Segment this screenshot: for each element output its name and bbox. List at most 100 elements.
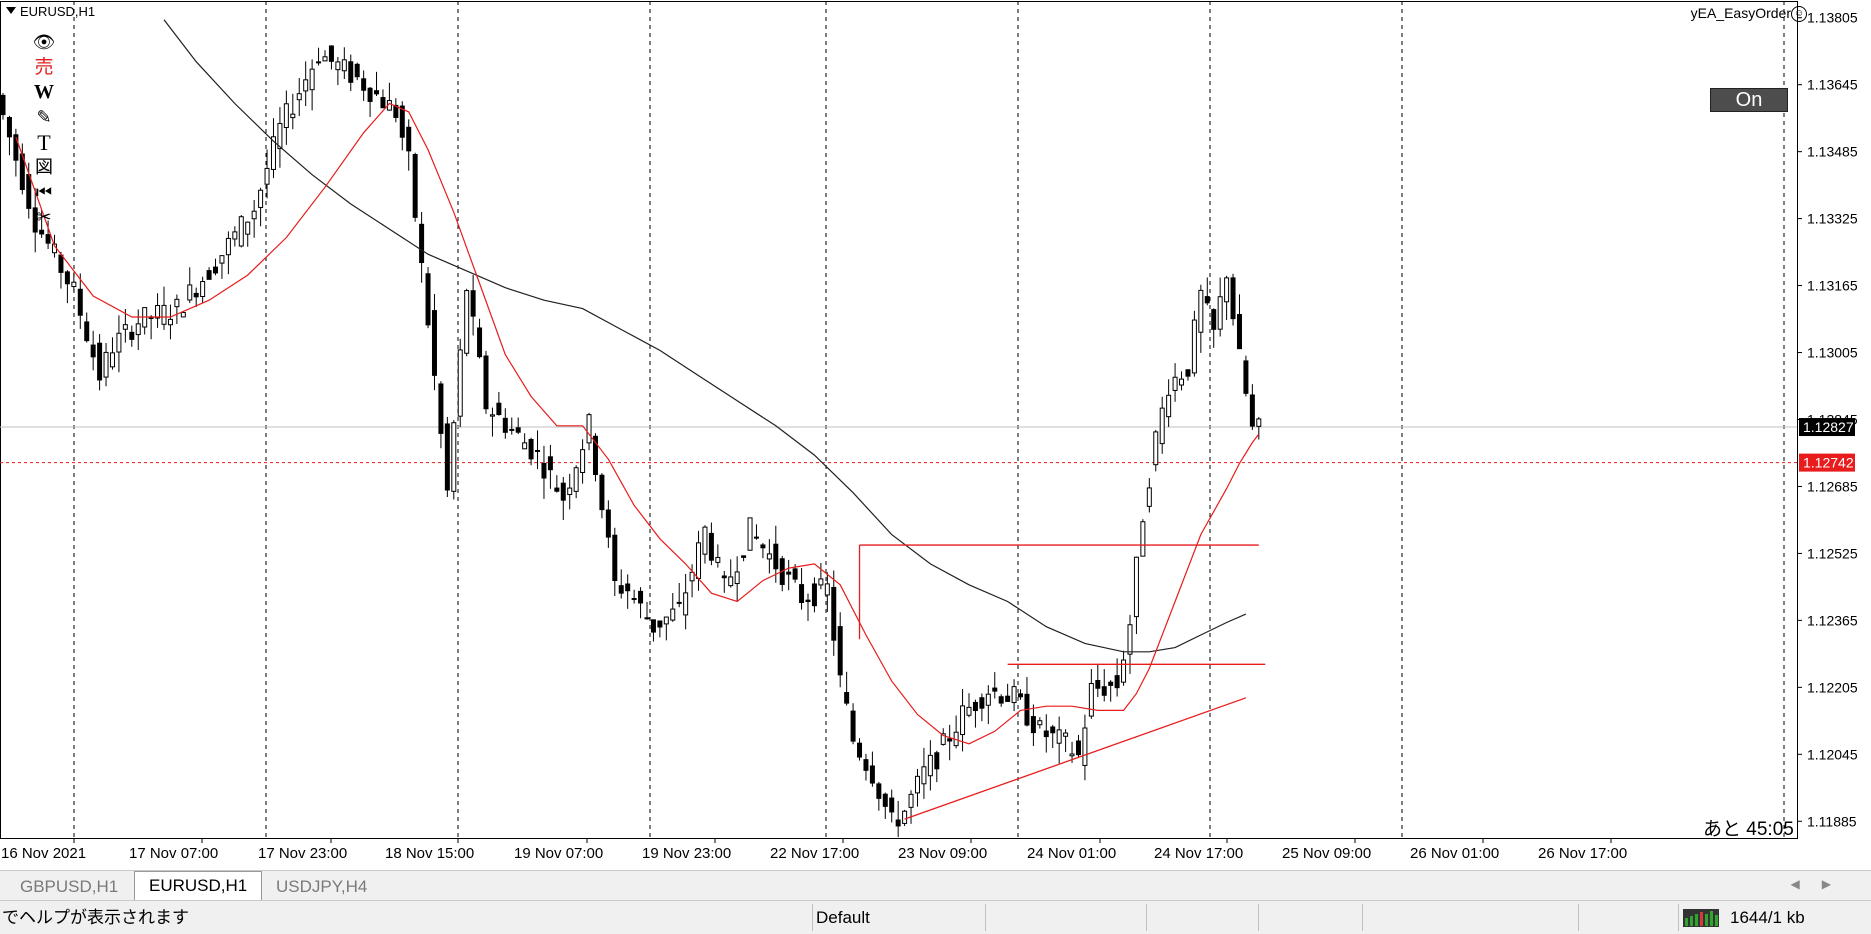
candle xyxy=(97,334,103,391)
candle xyxy=(947,724,953,761)
candle xyxy=(605,500,611,548)
candle xyxy=(77,273,83,329)
candle xyxy=(1243,355,1249,397)
candle xyxy=(374,71,380,97)
sell-icon[interactable]: 売 xyxy=(34,57,54,78)
x-tick-label: 16 Nov 2021 xyxy=(1,845,86,862)
candle xyxy=(406,119,412,171)
candle xyxy=(799,567,805,610)
candle xyxy=(303,61,309,107)
candle xyxy=(599,473,605,519)
candle xyxy=(290,93,296,130)
candle xyxy=(477,318,483,359)
candle xyxy=(219,255,225,279)
y-tick-label: 1.13645 xyxy=(1807,77,1858,93)
dropdown-triangle-icon[interactable] xyxy=(6,7,16,14)
chart-symbol-label: EURUSD,H1 xyxy=(20,4,96,19)
figure-icon[interactable]: 図 xyxy=(35,157,53,177)
scissors-icon[interactable]: ✂ xyxy=(36,207,52,227)
rewind-icon[interactable]: ⏮ xyxy=(35,182,53,202)
tab-gbpusd[interactable]: GBPUSD,H1 xyxy=(20,877,119,896)
connection-bars-icon[interactable] xyxy=(1683,909,1719,927)
y-tick-label: 1.13325 xyxy=(1807,211,1858,227)
candle xyxy=(676,582,682,608)
candle xyxy=(457,338,463,428)
chart-tabs: GBPUSD,H1 EURUSD,H1 USDJPY,H4 ◀▶ xyxy=(0,870,1871,901)
x-tick-label: 18 Nov 15:00 xyxy=(385,845,474,862)
candle xyxy=(1179,371,1185,391)
candle xyxy=(232,226,238,247)
eye-icon[interactable]: 👁 xyxy=(32,32,56,52)
candle xyxy=(998,694,1004,707)
candle xyxy=(135,309,141,351)
candle xyxy=(483,350,489,414)
y-tick-label: 1.12365 xyxy=(1807,612,1858,628)
candle xyxy=(773,525,779,583)
candle xyxy=(766,539,772,574)
candle xyxy=(837,612,843,688)
candle xyxy=(1140,519,1146,557)
candle xyxy=(496,391,502,416)
candle xyxy=(592,433,598,482)
w-icon[interactable]: W xyxy=(34,81,54,103)
candle xyxy=(1030,704,1036,747)
candle xyxy=(715,544,721,568)
candle xyxy=(6,115,12,156)
tab-scroll-arrows[interactable]: ◀▶ xyxy=(1790,877,1853,891)
candle xyxy=(341,47,347,80)
support-trendline[interactable] xyxy=(904,697,1247,820)
candlestick-chart[interactable]: 1.13805 1.13645 1.13485 1.13325 1.13165 1.130… xyxy=(0,0,1871,870)
candle xyxy=(612,527,618,596)
candle xyxy=(316,47,322,66)
candle xyxy=(90,330,96,371)
y-tick-label: 1.12525 xyxy=(1807,545,1858,561)
candle xyxy=(1224,275,1230,321)
candle xyxy=(1198,284,1204,353)
chart-window[interactable]: 1.13805 1.13645 1.13485 1.13325 1.13165 1.130… xyxy=(0,0,1871,870)
candle xyxy=(1082,714,1088,781)
candle xyxy=(741,555,747,562)
candle xyxy=(277,107,283,168)
candle xyxy=(309,59,315,111)
status-divider xyxy=(1146,904,1147,931)
x-tick-label: 23 Nov 09:00 xyxy=(898,845,987,862)
ea-on-button[interactable]: On xyxy=(1710,88,1788,112)
status-divider xyxy=(1578,904,1579,931)
x-tick-label: 19 Nov 07:00 xyxy=(514,845,603,862)
status-divider xyxy=(1258,904,1259,931)
plot-frame xyxy=(0,1,1798,839)
candle xyxy=(206,267,212,280)
pencil-icon[interactable]: ✎ xyxy=(36,107,52,127)
candle xyxy=(618,569,624,599)
candle xyxy=(1146,478,1152,513)
candle xyxy=(985,685,991,725)
candle xyxy=(560,476,566,521)
ea-name-label: yEA_EasyOrder xyxy=(1690,5,1791,21)
text-icon[interactable]: T xyxy=(37,130,51,155)
candle xyxy=(786,559,792,591)
candle xyxy=(155,293,161,328)
tab-usdjpy[interactable]: USDJPY,H4 xyxy=(276,877,368,896)
candle xyxy=(547,444,553,489)
candle xyxy=(1056,716,1062,764)
y-tick-label: 1.13005 xyxy=(1807,345,1858,361)
candle xyxy=(869,751,875,787)
candle xyxy=(663,616,669,641)
candle xyxy=(921,747,927,799)
candle xyxy=(863,753,869,781)
bid-price-tag-text: 1.12827 xyxy=(1803,419,1854,435)
candle xyxy=(380,89,386,109)
candle xyxy=(760,543,766,559)
candle xyxy=(64,270,70,304)
candle xyxy=(1095,663,1101,698)
candle xyxy=(927,740,933,791)
candle xyxy=(818,563,824,590)
candle xyxy=(122,309,128,343)
tab-eurusd[interactable]: EURUSD,H1 xyxy=(134,871,263,901)
x-tick-label: 24 Nov 01:00 xyxy=(1027,845,1116,862)
ma-fast-line xyxy=(15,102,1260,745)
candle xyxy=(412,152,418,222)
candle xyxy=(444,416,450,498)
ea-toolbar: 👁 売 W ✎ T 図 ⏮ ✂ xyxy=(31,30,57,230)
candle xyxy=(580,439,586,484)
